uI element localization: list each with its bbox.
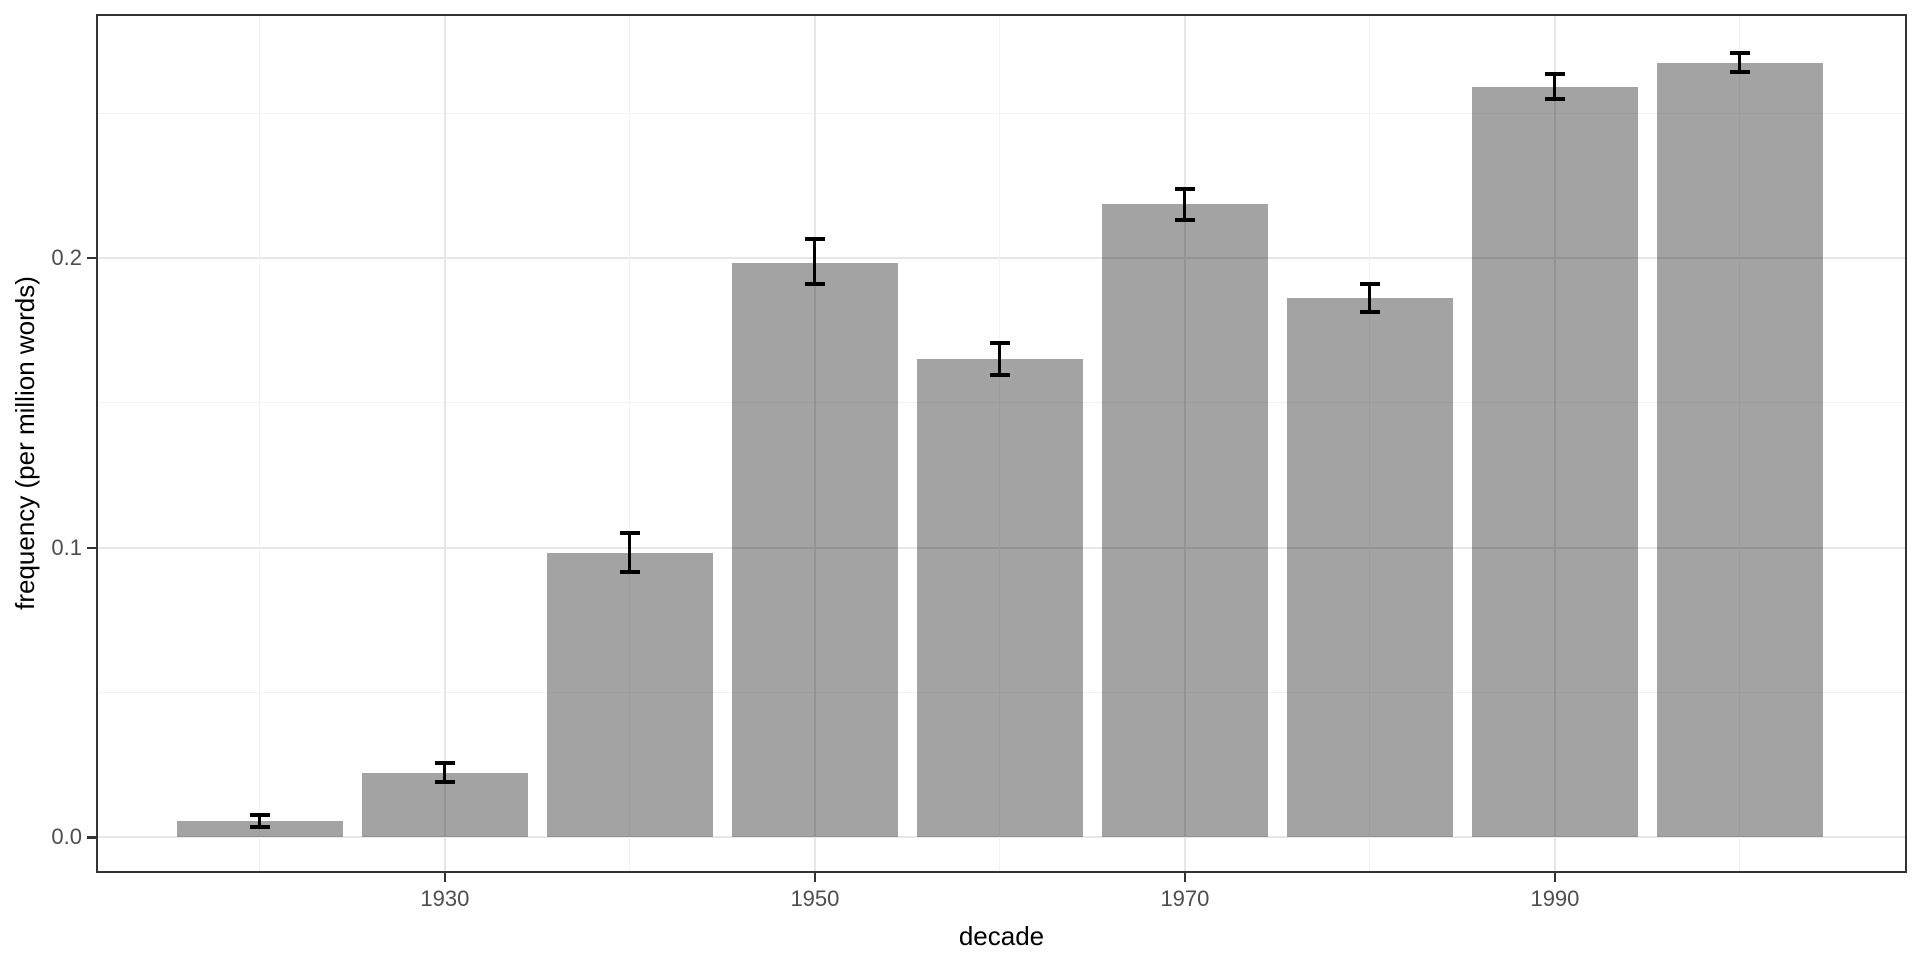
error-bar-cap-top-1980 xyxy=(1359,282,1380,287)
bar-1990 xyxy=(1471,86,1639,837)
gridline-x-major xyxy=(443,14,446,873)
error-bar-cap-top-1940 xyxy=(619,531,640,536)
bar-1940 xyxy=(546,553,714,837)
error-bar-cap-bottom-2000 xyxy=(1729,70,1750,75)
bar-2000 xyxy=(1656,62,1824,837)
error-bar-line-1930 xyxy=(443,762,447,782)
x-tick-label: 1950 xyxy=(790,886,840,911)
x-tick xyxy=(813,873,817,882)
x-tick xyxy=(443,873,447,882)
gridline-y-minor xyxy=(96,112,1907,114)
error-bar-cap-top-1920 xyxy=(249,813,270,817)
error-bar-cap-bottom-1920 xyxy=(249,824,270,829)
gridline-x-major xyxy=(813,14,816,873)
error-bar-cap-bottom-1960 xyxy=(989,372,1010,377)
x-tick xyxy=(1183,873,1187,882)
gridline-x-major xyxy=(1183,14,1186,873)
bar-1950 xyxy=(731,262,899,837)
gridline-x-minor xyxy=(999,14,1001,873)
x-tick-label: 1930 xyxy=(420,886,470,911)
gridline-y-major xyxy=(96,836,1907,838)
x-tick xyxy=(1553,873,1557,882)
bar-1960 xyxy=(916,359,1084,837)
error-bar-cap-bottom-1970 xyxy=(1174,218,1195,223)
error-bar-line-1940 xyxy=(628,533,632,573)
error-bar-cap-top-1950 xyxy=(804,236,825,241)
error-bar-line-1920 xyxy=(258,815,262,827)
y-tick-label: 0.1 xyxy=(51,534,82,560)
bar-1970 xyxy=(1101,204,1269,837)
error-bar-cap-bottom-1940 xyxy=(619,570,640,575)
error-bar-line-1990 xyxy=(1553,73,1557,100)
error-bar-line-1950 xyxy=(813,238,817,285)
bar-1920 xyxy=(176,821,344,837)
x-tick-label: 1990 xyxy=(1530,886,1580,911)
gridline-y-minor xyxy=(96,402,1907,404)
gridline-x-major xyxy=(1553,14,1556,873)
gridline-y-minor xyxy=(96,691,1907,693)
error-bar-cap-top-1930 xyxy=(434,760,455,765)
error-bar-cap-top-1970 xyxy=(1174,187,1195,192)
gridline-y-major xyxy=(96,546,1907,549)
gridline-x-minor xyxy=(1739,14,1741,873)
x-axis-title: decade xyxy=(958,921,1045,951)
x-tick-label: 1970 xyxy=(1160,886,1210,911)
y-tick-label: 0.2 xyxy=(51,244,82,270)
error-bar-line-1980 xyxy=(1368,284,1372,313)
y-tick-label: 0.0 xyxy=(51,824,82,849)
error-bar-line-1970 xyxy=(1183,189,1187,221)
error-bar-cap-top-1960 xyxy=(989,340,1010,345)
gridline-x-minor xyxy=(1369,14,1371,873)
bar-1980 xyxy=(1286,297,1454,837)
y-tick xyxy=(87,836,96,839)
error-bar-cap-bottom-1950 xyxy=(804,282,825,287)
gridline-x-minor xyxy=(259,14,261,873)
y-tick xyxy=(87,256,96,260)
error-bar-cap-top-2000 xyxy=(1729,51,1750,56)
error-bar-cap-bottom-1930 xyxy=(434,780,455,784)
gridline-x-minor xyxy=(629,14,631,873)
plot-panel xyxy=(96,14,1907,873)
error-bar-line-1960 xyxy=(998,342,1002,375)
error-bar-line-2000 xyxy=(1738,53,1742,73)
error-bar-cap-top-1990 xyxy=(1544,71,1565,76)
error-bar-cap-bottom-1990 xyxy=(1544,97,1565,102)
error-bar-cap-bottom-1980 xyxy=(1359,310,1380,315)
gridline-y-major xyxy=(96,256,1907,259)
y-tick xyxy=(87,546,96,549)
